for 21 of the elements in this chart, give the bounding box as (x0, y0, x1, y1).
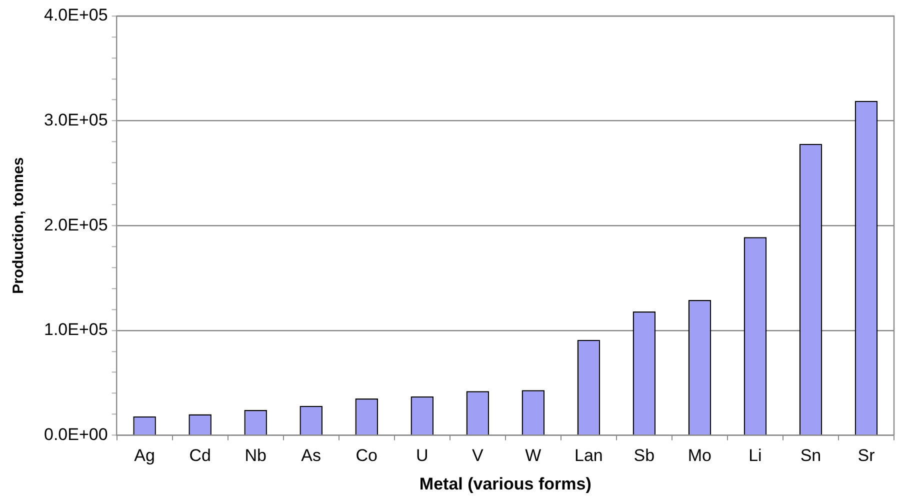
y-tick-label: 4.0E+05 (44, 6, 108, 25)
x-tick-label: U (416, 446, 428, 466)
y-tick-label: 1.0E+05 (44, 320, 108, 340)
x-tick-label: Sr (858, 446, 876, 466)
y-tick-label: 3.0E+05 (44, 110, 108, 130)
x-tick-label: As (301, 446, 322, 466)
x-tick-label: Co (356, 446, 378, 466)
x-tick-label: Cd (189, 446, 211, 466)
x-tick-label: Ag (134, 446, 155, 466)
x-tick-label: W (525, 446, 542, 466)
x-tick-label: V (472, 446, 484, 466)
x-tick-label: Lan (574, 446, 603, 466)
y-tick-label: 2.0E+05 (44, 215, 108, 234)
y-axis-title: Production, tonnes (10, 157, 28, 294)
x-tick-label: Mo (688, 446, 712, 466)
x-tick-label: Sb (634, 446, 655, 466)
x-tick-label: Sn (800, 446, 822, 466)
x-tick-label: Li (748, 446, 762, 466)
x-axis-title: Metal (various forms) (419, 474, 592, 494)
y-tick-label: 0.0E+00 (44, 424, 108, 444)
x-tick-label: Nb (244, 446, 266, 466)
